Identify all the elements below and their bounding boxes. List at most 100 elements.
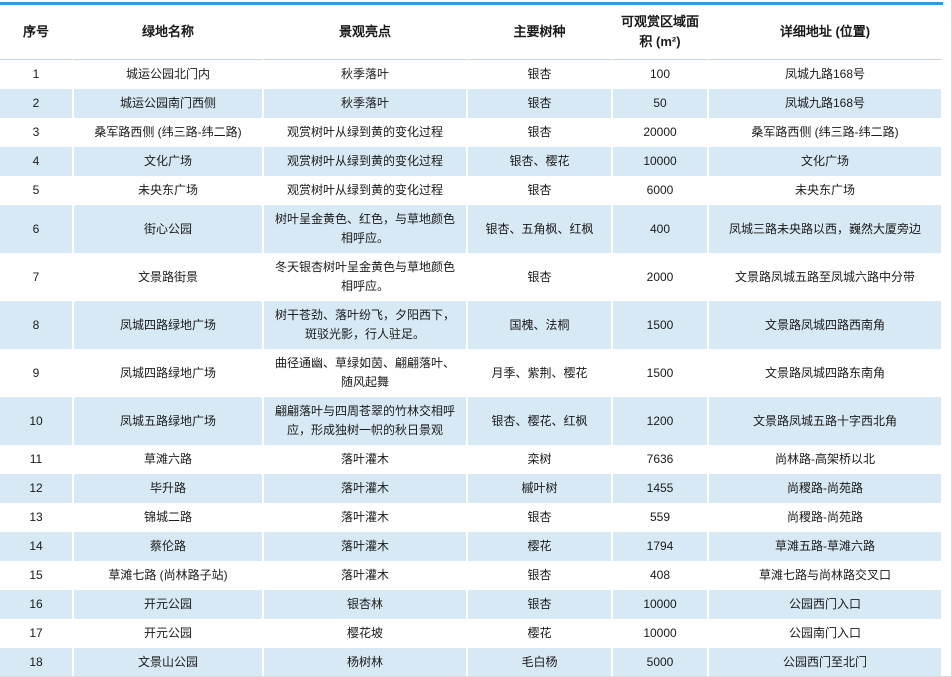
cell-address: 未央东广场 [709, 176, 943, 205]
cell-species: 银杏、樱花、红枫 [468, 397, 613, 445]
cell-highlight: 观赏树叶从绿到黄的变化过程 [264, 176, 468, 205]
cell-species: 樱花 [468, 619, 613, 648]
cell-index: 4 [0, 147, 74, 176]
cell-highlight: 杨树林 [264, 648, 468, 676]
cell-area: 1500 [613, 301, 709, 349]
cell-species: 银杏 [468, 89, 613, 118]
cell-index: 18 [0, 648, 74, 676]
table-top-accent-bar [0, 2, 943, 5]
table-row: 6 街心公园 树叶呈金黄色、红色，与草地颜色相呼应。 银杏、五角枫、红枫 400 凤城三路… [0, 205, 943, 253]
cell-species: 银杏 [468, 176, 613, 205]
table-row: 13 锦城二路 落叶灌木 银杏 559 尚稷路-尚苑路 [0, 503, 943, 532]
cell-area: 400 [613, 205, 709, 253]
cell-area: 1500 [613, 349, 709, 397]
table-row: 10 凤城五路绿地广场 翩翩落叶与四周苍翠的竹林交相呼应，形成独树一帜的秋日景观 银杏… [0, 397, 943, 445]
cell-address: 尚稷路-尚苑路 [709, 474, 943, 503]
table-row: 15 草滩七路 (尚林路子站) 落叶灌木 银杏 408 草滩七路与尚林路交叉口 [0, 561, 943, 590]
table-row: 9 凤城四路绿地广场 曲径通幽、草绿如茵、翩翩落叶、随风起舞 月季、紫荆、樱花 1500… [0, 349, 943, 397]
table-row: 4 文化广场 观赏树叶从绿到黄的变化过程 银杏、樱花 10000 文化广场 [0, 147, 943, 176]
cell-address: 文化广场 [709, 147, 943, 176]
cell-index: 1 [0, 60, 74, 89]
cell-index: 14 [0, 532, 74, 561]
cell-species: 银杏 [468, 590, 613, 619]
cell-address: 公园西门至北门 [709, 648, 943, 676]
cell-species: 银杏 [468, 60, 613, 89]
cell-address: 公园南门入口 [709, 619, 943, 648]
cell-species: 栾树 [468, 445, 613, 474]
cell-index: 10 [0, 397, 74, 445]
col-header-address: 详细地址 (位置) [709, 5, 943, 60]
cell-address: 草滩五路-草滩六路 [709, 532, 943, 561]
cell-name: 开元公园 [74, 619, 264, 648]
cell-address: 尚稷路-尚苑路 [709, 503, 943, 532]
cell-index: 13 [0, 503, 74, 532]
cell-highlight: 冬天银杏树叶呈金黄色与草地颜色相呼应。 [264, 253, 468, 301]
cell-address: 草滩七路与尚林路交叉口 [709, 561, 943, 590]
cell-area: 6000 [613, 176, 709, 205]
cell-species: 银杏 [468, 503, 613, 532]
cell-index: 6 [0, 205, 74, 253]
table-row: 17 开元公园 樱花坡 樱花 10000 公园南门入口 [0, 619, 943, 648]
cell-name: 凤城五路绿地广场 [74, 397, 264, 445]
cell-highlight: 翩翩落叶与四周苍翠的竹林交相呼应，形成独树一帜的秋日景观 [264, 397, 468, 445]
cell-highlight: 落叶灌木 [264, 503, 468, 532]
table-row: 18 文景山公园 杨树林 毛白杨 5000 公园西门至北门 [0, 648, 943, 676]
cell-highlight: 落叶灌木 [264, 532, 468, 561]
cell-name: 文化广场 [74, 147, 264, 176]
cell-highlight: 落叶灌木 [264, 445, 468, 474]
cell-index: 17 [0, 619, 74, 648]
cell-index: 3 [0, 118, 74, 147]
cell-address: 桑军路西侧 (纬三路-纬二路) [709, 118, 943, 147]
cell-address: 文景路凤城五路十字西北角 [709, 397, 943, 445]
cell-area: 559 [613, 503, 709, 532]
cell-name: 蔡伦路 [74, 532, 264, 561]
cell-address: 公园西门入口 [709, 590, 943, 619]
cell-name: 毕升路 [74, 474, 264, 503]
cell-name: 草滩六路 [74, 445, 264, 474]
cell-highlight: 落叶灌木 [264, 474, 468, 503]
cell-index: 8 [0, 301, 74, 349]
cell-species: 银杏、樱花 [468, 147, 613, 176]
cell-species: 银杏 [468, 118, 613, 147]
table-row: 2 城运公园南门西侧 秋季落叶 银杏 50 凤城九路168号 [0, 89, 943, 118]
table-body: 1 城运公园北门内 秋季落叶 银杏 100 凤城九路168号 2 城运公园南门西侧 秋季落叶 银杏… [0, 60, 943, 676]
cell-address: 文景路凤城四路西南角 [709, 301, 943, 349]
cell-index: 16 [0, 590, 74, 619]
cell-species: 国槐、法桐 [468, 301, 613, 349]
cell-area: 50 [613, 89, 709, 118]
cell-species: 樱花 [468, 532, 613, 561]
cell-area: 1794 [613, 532, 709, 561]
cell-name: 街心公园 [74, 205, 264, 253]
cell-name: 城运公园南门西侧 [74, 89, 264, 118]
cell-address: 凤城九路168号 [709, 89, 943, 118]
cell-species: 月季、紫荆、樱花 [468, 349, 613, 397]
cell-name: 凤城四路绿地广场 [74, 301, 264, 349]
cell-name: 凤城四路绿地广场 [74, 349, 264, 397]
col-header-name: 绿地名称 [74, 5, 264, 60]
cell-highlight: 观赏树叶从绿到黄的变化过程 [264, 118, 468, 147]
cell-area: 408 [613, 561, 709, 590]
cell-highlight: 树干苍劲、落叶纷飞，夕阳西下，斑驳光影，行人驻足。 [264, 301, 468, 349]
cell-area: 2000 [613, 253, 709, 301]
cell-highlight: 落叶灌木 [264, 561, 468, 590]
col-header-area: 可观赏区域面积 (m²) [613, 5, 709, 60]
table-row: 1 城运公园北门内 秋季落叶 银杏 100 凤城九路168号 [0, 60, 943, 89]
cell-area: 7636 [613, 445, 709, 474]
cell-name: 文景山公园 [74, 648, 264, 676]
cell-area: 10000 [613, 619, 709, 648]
cell-area: 5000 [613, 648, 709, 676]
table-row: 5 未央东广场 观赏树叶从绿到黄的变化过程 银杏 6000 未央东广场 [0, 176, 943, 205]
col-header-highlight: 景观亮点 [264, 5, 468, 60]
cell-address: 文景路凤城五路至凤城六路中分带 [709, 253, 943, 301]
cell-name: 桑军路西侧 (纬三路-纬二路) [74, 118, 264, 147]
table-row: 11 草滩六路 落叶灌木 栾树 7636 尚林路-高架桥以北 [0, 445, 943, 474]
cell-highlight: 秋季落叶 [264, 60, 468, 89]
cell-index: 5 [0, 176, 74, 205]
cell-name: 城运公园北门内 [74, 60, 264, 89]
cell-highlight: 曲径通幽、草绿如茵、翩翩落叶、随风起舞 [264, 349, 468, 397]
cell-species: 银杏 [468, 561, 613, 590]
cell-address: 凤城九路168号 [709, 60, 943, 89]
col-header-species: 主要树种 [468, 5, 613, 60]
cell-highlight: 秋季落叶 [264, 89, 468, 118]
